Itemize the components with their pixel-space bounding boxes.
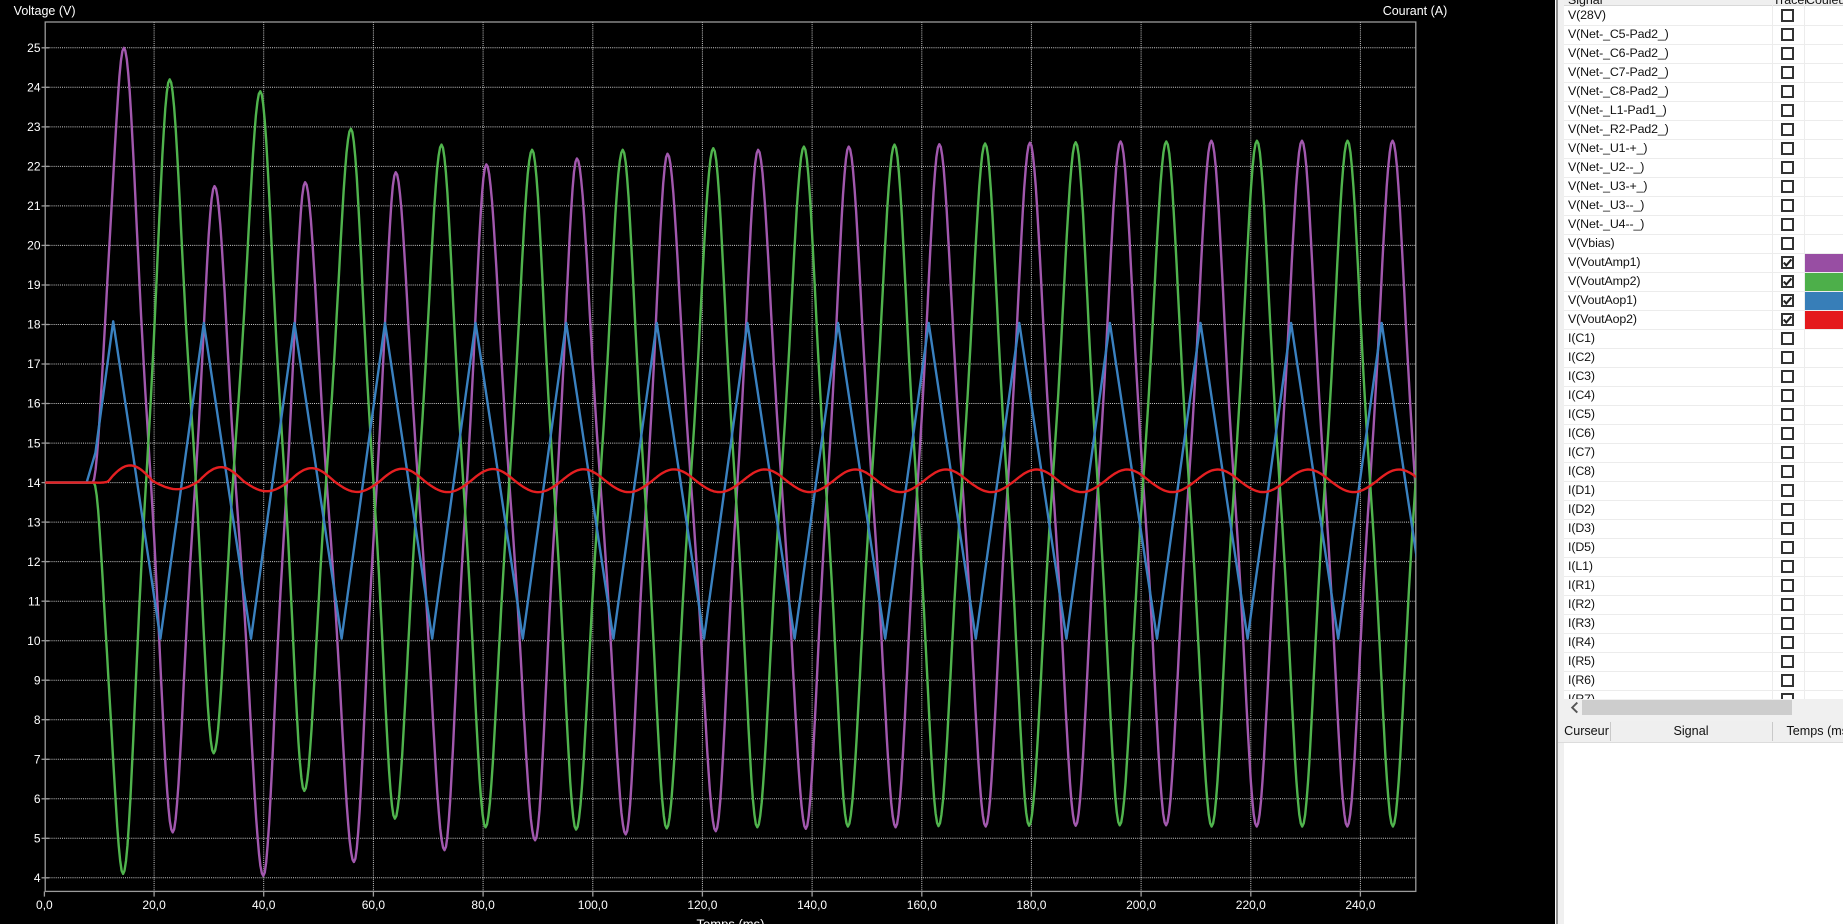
svg-text:6: 6: [34, 792, 41, 806]
svg-text:10: 10: [27, 634, 41, 648]
svg-text:20: 20: [27, 239, 41, 253]
svg-text:Temps (ms): Temps (ms): [697, 917, 765, 924]
svg-text:17: 17: [27, 357, 41, 371]
svg-text:23: 23: [27, 120, 41, 134]
svg-text:14: 14: [27, 476, 41, 490]
svg-text:Courant (A): Courant (A): [1383, 4, 1448, 18]
svg-text:0,0: 0,0: [36, 898, 53, 912]
svg-text:21: 21: [27, 199, 41, 213]
svg-text:40,0: 40,0: [252, 898, 276, 912]
svg-text:220,0: 220,0: [1236, 898, 1266, 912]
svg-text:25: 25: [27, 41, 41, 55]
svg-text:4: 4: [34, 871, 41, 885]
svg-text:16: 16: [27, 397, 41, 411]
svg-text:9: 9: [34, 673, 41, 687]
svg-text:20,0: 20,0: [142, 898, 166, 912]
svg-text:180,0: 180,0: [1016, 898, 1046, 912]
svg-text:15: 15: [27, 436, 41, 450]
svg-text:24: 24: [27, 81, 41, 95]
svg-text:11: 11: [28, 594, 41, 608]
svg-text:140,0: 140,0: [797, 898, 827, 912]
svg-text:8: 8: [34, 713, 41, 727]
svg-text:120,0: 120,0: [687, 898, 717, 912]
svg-text:7: 7: [34, 753, 41, 767]
svg-text:13: 13: [27, 515, 41, 529]
svg-text:80,0: 80,0: [471, 898, 495, 912]
svg-text:5: 5: [34, 832, 41, 846]
svg-text:19: 19: [27, 278, 41, 292]
svg-text:22: 22: [27, 160, 41, 174]
svg-text:200,0: 200,0: [1126, 898, 1156, 912]
svg-text:12: 12: [27, 555, 41, 569]
svg-text:160,0: 160,0: [907, 898, 937, 912]
svg-text:240,0: 240,0: [1345, 898, 1375, 912]
svg-text:Voltage (V): Voltage (V): [14, 4, 76, 18]
svg-text:100,0: 100,0: [578, 898, 608, 912]
svg-text:60,0: 60,0: [362, 898, 386, 912]
svg-text:18: 18: [27, 318, 41, 332]
